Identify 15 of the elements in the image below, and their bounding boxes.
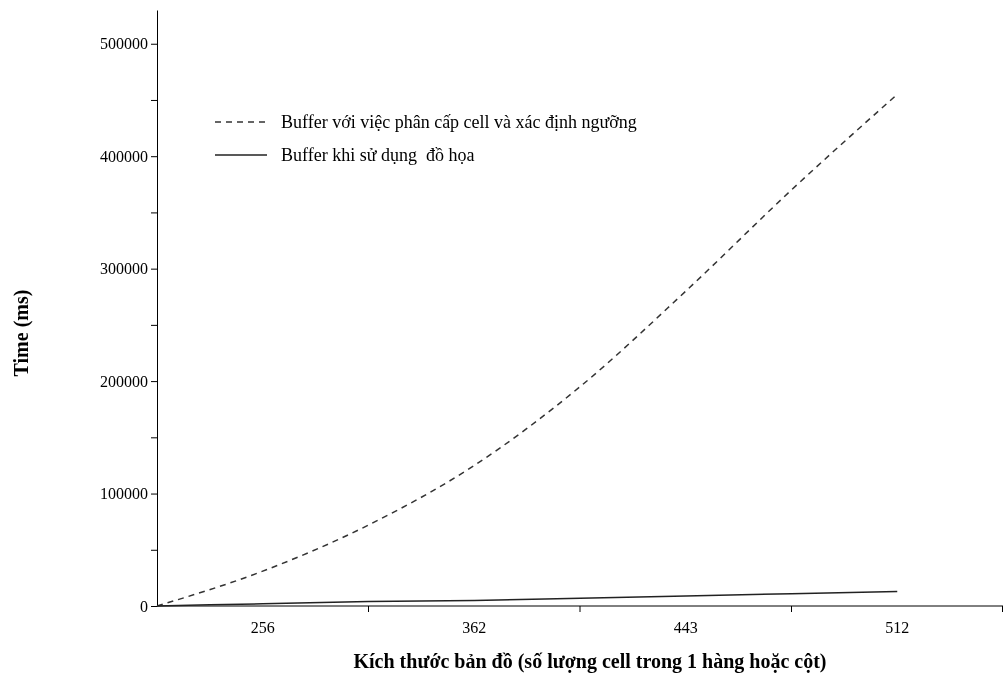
x-axis-title: Kích thước bản đồ (số lượng cell trong 1 hàng hoặc cột) xyxy=(353,650,827,673)
x-tick-label: 256 xyxy=(250,619,275,636)
y-axis-title: Time (ms) xyxy=(10,289,33,377)
x-tick-label: 362 xyxy=(462,619,487,636)
y-tick-label: 100000 xyxy=(100,485,148,503)
y-tick-label: 0 xyxy=(140,597,148,615)
y-tick-label: 200000 xyxy=(100,372,148,390)
y-tick-label: 400000 xyxy=(100,147,148,165)
y-tick-label: 300000 xyxy=(100,260,148,278)
legend-label: Buffer với việc phân cấp cell và xác định ngưỡng xyxy=(281,112,637,132)
y-tick-label: 500000 xyxy=(100,35,148,53)
x-tick-label: 512 xyxy=(885,619,910,636)
x-tick-label: 443 xyxy=(673,619,698,636)
line-series xyxy=(156,590,898,607)
legend-label: Buffer khi sử dụng đồ họa xyxy=(281,145,475,165)
